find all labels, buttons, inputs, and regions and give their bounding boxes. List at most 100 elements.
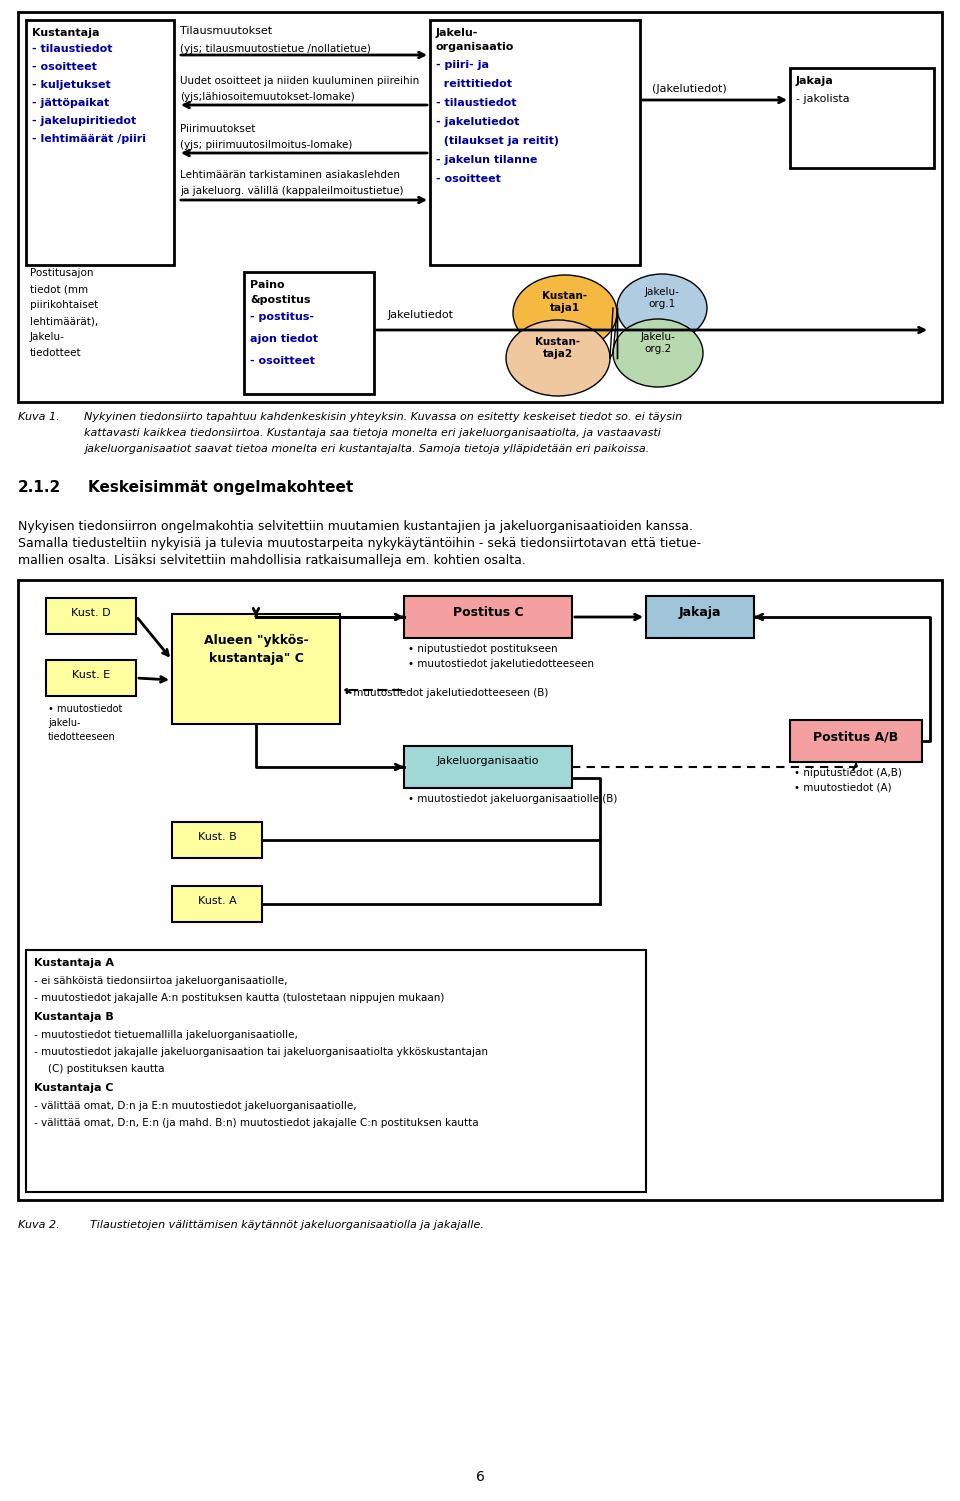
Ellipse shape xyxy=(613,320,703,387)
Text: Jakaja: Jakaja xyxy=(796,77,833,86)
Text: Jakaja: Jakaja xyxy=(679,606,721,618)
Text: • niputustiedot (A,B): • niputustiedot (A,B) xyxy=(794,769,901,778)
Text: • niputustiedot postitukseen: • niputustiedot postitukseen xyxy=(408,644,558,654)
Text: - piiri- ja: - piiri- ja xyxy=(436,60,489,71)
Text: Postitus C: Postitus C xyxy=(453,606,523,618)
Text: Uudet osoitteet ja niiden kuuluminen piireihin: Uudet osoitteet ja niiden kuuluminen pii… xyxy=(180,77,420,86)
Text: - jakelun tilanne: - jakelun tilanne xyxy=(436,155,538,165)
Text: - muutostiedot tietuemallilla jakeluorganisaatiolle,: - muutostiedot tietuemallilla jakeluorga… xyxy=(34,1030,298,1040)
Text: 2.1.2: 2.1.2 xyxy=(18,480,61,495)
Text: piirikohtaiset: piirikohtaiset xyxy=(30,300,98,311)
Bar xyxy=(790,720,922,763)
Text: - kuljetukset: - kuljetukset xyxy=(32,80,110,90)
Text: • muutostiedot jakeluorganisaatiolle (B): • muutostiedot jakeluorganisaatiolle (B) xyxy=(408,794,617,805)
Bar xyxy=(26,950,646,1192)
Text: Kuva 1.: Kuva 1. xyxy=(18,411,60,422)
Text: Postitus A/B: Postitus A/B xyxy=(813,729,899,743)
Text: mallien osalta. Lisäksi selvitettiin mahdollisia ratkaisumalleja em. kohtien osa: mallien osalta. Lisäksi selvitettiin mah… xyxy=(18,554,526,567)
Text: Kustan-
taja1: Kustan- taja1 xyxy=(542,291,588,314)
Text: - jakelutiedot: - jakelutiedot xyxy=(436,117,519,128)
Text: - välittää omat, D:n ja E:n muutostiedot jakeluorganisaatiolle,: - välittää omat, D:n ja E:n muutostiedot… xyxy=(34,1102,356,1111)
Text: tiedot (mm: tiedot (mm xyxy=(30,284,88,294)
Ellipse shape xyxy=(513,275,617,351)
Bar xyxy=(18,12,942,402)
Text: (C) postituksen kautta: (C) postituksen kautta xyxy=(48,1064,164,1075)
Bar xyxy=(244,272,374,393)
Text: - jättöpaikat: - jättöpaikat xyxy=(32,98,109,108)
Ellipse shape xyxy=(617,275,707,342)
Text: Kustantaja C: Kustantaja C xyxy=(34,1084,113,1093)
Text: &postitus: &postitus xyxy=(250,296,310,305)
Text: jakelu-: jakelu- xyxy=(48,717,81,728)
Text: • muutostiedot jakelutiedotteeseen: • muutostiedot jakelutiedotteeseen xyxy=(408,659,594,669)
Text: lehtimäärät),: lehtimäärät), xyxy=(30,317,98,326)
Text: kattavasti kaikkea tiedonsiirtoa. Kustantaja saa tietoja monelta eri jakeluorgan: kattavasti kaikkea tiedonsiirtoa. Kustan… xyxy=(84,428,660,438)
Text: (yjs; piirimuutosilmoitus-lomake): (yjs; piirimuutosilmoitus-lomake) xyxy=(180,140,352,150)
Text: - muutostiedot jakajalle jakeluorganisaation tai jakeluorganisaatiolta ykköskust: - muutostiedot jakajalle jakeluorganisaa… xyxy=(34,1048,488,1057)
Text: tiedotteeseen: tiedotteeseen xyxy=(48,732,116,741)
Text: Lehtimäärän tarkistaminen asiakaslehden: Lehtimäärän tarkistaminen asiakaslehden xyxy=(180,170,400,180)
Text: - osoitteet: - osoitteet xyxy=(436,174,501,185)
Text: Samalla tiedusteltiin nykyisiä ja tulevia muutostarpeita nykykäytäntöihin - sekä: Samalla tiedusteltiin nykyisiä ja tulevi… xyxy=(18,537,701,549)
Bar xyxy=(18,579,942,1199)
Text: - lehtimäärät /piiri: - lehtimäärät /piiri xyxy=(32,134,146,144)
Text: Jakeluorganisaatio: Jakeluorganisaatio xyxy=(437,757,540,766)
Bar xyxy=(172,614,340,723)
Text: Kust. A: Kust. A xyxy=(198,896,236,907)
Text: - ei sähköistä tiedonsiirtoa jakeluorganisaatiolle,: - ei sähköistä tiedonsiirtoa jakeluorgan… xyxy=(34,976,287,986)
Text: - välittää omat, D:n, E:n (ja mahd. B:n) muutostiedot jakajalle C:n postituksen : - välittää omat, D:n, E:n (ja mahd. B:n)… xyxy=(34,1118,479,1127)
Text: - muutostiedot jakajalle A:n postituksen kautta (tulostetaan nippujen mukaan): - muutostiedot jakajalle A:n postituksen… xyxy=(34,994,444,1003)
Text: Jakelutiedot: Jakelutiedot xyxy=(388,311,454,320)
Text: Kust. E: Kust. E xyxy=(72,669,110,680)
Text: Kuva 2.: Kuva 2. xyxy=(18,1220,60,1229)
Bar xyxy=(404,746,572,788)
Text: Piirimuutokset: Piirimuutokset xyxy=(180,125,255,134)
Text: - osoitteet: - osoitteet xyxy=(32,62,97,72)
Text: Keskeisimmät ongelmakohteet: Keskeisimmät ongelmakohteet xyxy=(88,480,353,495)
Bar xyxy=(26,20,174,266)
Text: Paino: Paino xyxy=(250,281,284,290)
Text: (tilaukset ja reitit): (tilaukset ja reitit) xyxy=(436,137,559,146)
Bar xyxy=(172,823,262,859)
Bar xyxy=(172,886,262,922)
Text: Kustantaja: Kustantaja xyxy=(32,29,100,38)
Text: - tilaustiedot: - tilaustiedot xyxy=(32,44,112,54)
Text: - tilaustiedot: - tilaustiedot xyxy=(436,98,516,108)
Text: - jakelupiritiedot: - jakelupiritiedot xyxy=(32,116,136,126)
Text: Tilaustietojen välittämisen käytännöt jakeluorganisaatiolla ja jakajalle.: Tilaustietojen välittämisen käytännöt ja… xyxy=(90,1220,484,1229)
Ellipse shape xyxy=(506,320,610,396)
Text: (yjs; tilausmuutostietue /nollatietue): (yjs; tilausmuutostietue /nollatietue) xyxy=(180,44,371,54)
Text: • muutostiedot jakelutiedotteeseen (B): • muutostiedot jakelutiedotteeseen (B) xyxy=(344,687,548,698)
Text: tiedotteet: tiedotteet xyxy=(30,348,82,359)
Text: Jakelu-: Jakelu- xyxy=(436,29,478,38)
Bar xyxy=(46,597,136,633)
Text: reittitiedot: reittitiedot xyxy=(436,80,512,89)
Text: • muutostiedot: • muutostiedot xyxy=(48,704,122,714)
Text: Jakelu-
org.2: Jakelu- org.2 xyxy=(640,332,676,354)
Text: organisaatio: organisaatio xyxy=(436,42,515,53)
Text: Nykyisen tiedonsiirron ongelmakohtia selvitettiin muutamien kustantajien ja jake: Nykyisen tiedonsiirron ongelmakohtia sel… xyxy=(18,519,693,533)
Bar xyxy=(404,596,572,638)
Text: kustantaja" C: kustantaja" C xyxy=(208,651,303,665)
Bar xyxy=(46,660,136,696)
Text: Jakelu-
org.1: Jakelu- org.1 xyxy=(644,287,680,309)
Text: Kustantaja B: Kustantaja B xyxy=(34,1012,113,1022)
Text: (Jakelutiedot): (Jakelutiedot) xyxy=(652,84,727,95)
Bar xyxy=(646,596,754,638)
Text: 6: 6 xyxy=(475,1469,485,1484)
Bar xyxy=(790,68,934,168)
Text: Nykyinen tiedonsiirto tapahtuu kahdenkeskisin yhteyksin. Kuvassa on esitetty kes: Nykyinen tiedonsiirto tapahtuu kahdenkes… xyxy=(84,411,683,422)
Text: Jakelu-: Jakelu- xyxy=(30,332,65,342)
Text: ajon tiedot: ajon tiedot xyxy=(250,335,318,344)
Bar xyxy=(430,20,640,266)
Text: Postitusajon: Postitusajon xyxy=(30,269,93,278)
Text: - postitus-: - postitus- xyxy=(250,312,314,323)
Text: - osoitteet: - osoitteet xyxy=(250,356,315,366)
Text: Kust. B: Kust. B xyxy=(198,832,236,842)
Text: Kustantaja A: Kustantaja A xyxy=(34,958,114,968)
Text: (yjs;lähiosoitemuutokset-lomake): (yjs;lähiosoitemuutokset-lomake) xyxy=(180,92,355,102)
Text: - jakolista: - jakolista xyxy=(796,95,850,104)
Text: Kust. D: Kust. D xyxy=(71,608,110,618)
Text: Tilausmuutokset: Tilausmuutokset xyxy=(180,26,272,36)
Text: Kustan-
taja2: Kustan- taja2 xyxy=(536,336,581,359)
